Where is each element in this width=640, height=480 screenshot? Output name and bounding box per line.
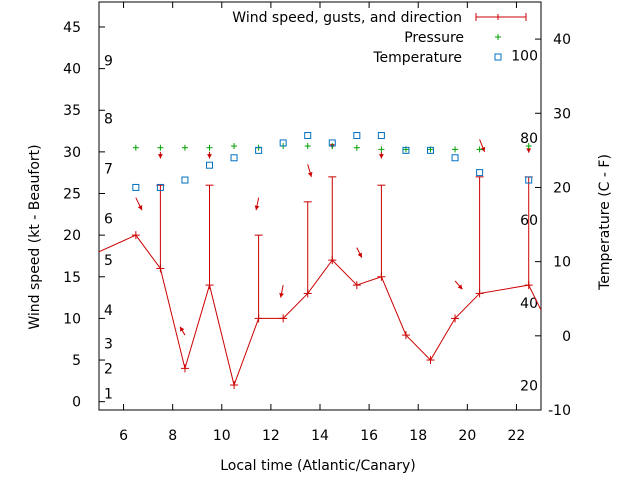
x-tick-label: 20 (458, 428, 476, 444)
beaufort-label: 5 (104, 253, 113, 269)
beaufort-label: 7 (104, 162, 113, 178)
x-tick-label: 16 (360, 428, 378, 444)
temperature-point (427, 146, 434, 154)
temperature-point (206, 161, 213, 169)
wind-direction-arrowhead (157, 154, 163, 159)
y2-tick-label: 40 (553, 32, 571, 48)
legend-label-wind: Wind speed, gusts, and direction (232, 10, 462, 26)
plot-axes: 6 8 10 12 14 16 18 20 22051015202530354045-10010… (63, 1, 571, 444)
x-axis-label: Local time (Atlantic/Canary) (220, 458, 416, 474)
temperature-point (377, 132, 385, 140)
beaufort-label: 3 (104, 336, 113, 352)
wind-direction-arrowhead (180, 326, 185, 332)
legend-label-pressure: Pressure (404, 30, 464, 46)
y-tick-label: 45 (63, 20, 81, 36)
x-tick-label: 10 (213, 428, 231, 444)
temperature-point (304, 132, 312, 140)
y-tick-label: 0 (72, 395, 81, 411)
beaufort-label: 9 (104, 53, 113, 69)
plot-frame (98, 1, 542, 411)
y-tick-label: 20 (63, 228, 81, 244)
temperature-point (156, 183, 164, 191)
x-tick-label: 22 (508, 428, 526, 444)
beaufort-label: 6 (104, 211, 113, 227)
wind-direction-arrowhead (378, 154, 384, 159)
y-tick-label: 10 (63, 311, 81, 327)
beaufort-label: 8 (104, 112, 113, 128)
beaufort-label: 2 (104, 361, 113, 377)
temperature-point (328, 139, 336, 147)
fahrenheit-label: 80 (520, 131, 538, 147)
x-tick-label: 8 (168, 428, 177, 444)
y-tick-label: 35 (63, 103, 81, 119)
y-tick-label: 30 (63, 145, 81, 161)
temperature-point (451, 154, 459, 162)
fahrenheit-label: 20 (520, 379, 538, 395)
temperature-point (255, 146, 263, 154)
wind-direction-arrowhead (137, 205, 143, 211)
legend-swatch-temperature (494, 53, 502, 61)
y2-tick-label: 30 (553, 106, 571, 122)
wind-direction-arrowhead (207, 154, 212, 159)
temperature-point (402, 146, 410, 154)
x-tick-label: 6 (119, 428, 128, 444)
wind-speed-line (99, 234, 541, 387)
legend: Wind speed, gusts, and direction Pressure… (232, 10, 527, 66)
wind-direction-arrowhead (279, 292, 284, 298)
y2-tick-label: 10 (553, 255, 571, 271)
wind-direction-arrowhead (307, 171, 313, 177)
y-axis-label: Wind speed (kt - Beaufort) (27, 144, 43, 329)
temperature-point (353, 132, 361, 140)
fahrenheit-label: 40 (520, 296, 538, 312)
x-tick-label: 14 (311, 428, 329, 444)
legend-label-temperature: Temperature (372, 50, 462, 66)
fahrenheit-label: 100 (511, 48, 538, 64)
wind-direction-arrowhead (457, 284, 463, 290)
beaufort-label: 4 (104, 303, 113, 319)
wind-direction-arrowhead (480, 146, 486, 152)
y-tick-label: 5 (72, 353, 81, 369)
beaufort-label: 1 (104, 386, 113, 402)
x-tick-label: 12 (262, 428, 280, 444)
y2-tick-label: 0 (562, 329, 571, 345)
wind-direction-arrowhead (357, 252, 362, 258)
y2-tick-label: -10 (548, 403, 571, 419)
temperature-point (181, 176, 189, 184)
y2-tick-label: 20 (553, 180, 571, 196)
temperature-point (525, 176, 533, 184)
y-tick-label: 15 (63, 270, 81, 286)
x-tick-label: 18 (409, 428, 427, 444)
y-tick-label: 40 (63, 62, 81, 78)
temperature-point (476, 169, 484, 177)
temperature-point (230, 154, 238, 162)
y2-axis-label: Temperature (C - F) (597, 154, 613, 291)
y-tick-label: 25 (63, 187, 81, 203)
wind-direction-arrowhead (254, 205, 260, 211)
temperature-point (279, 139, 287, 147)
wind-direction-arrowhead (526, 148, 532, 153)
temperature-point (132, 183, 140, 191)
